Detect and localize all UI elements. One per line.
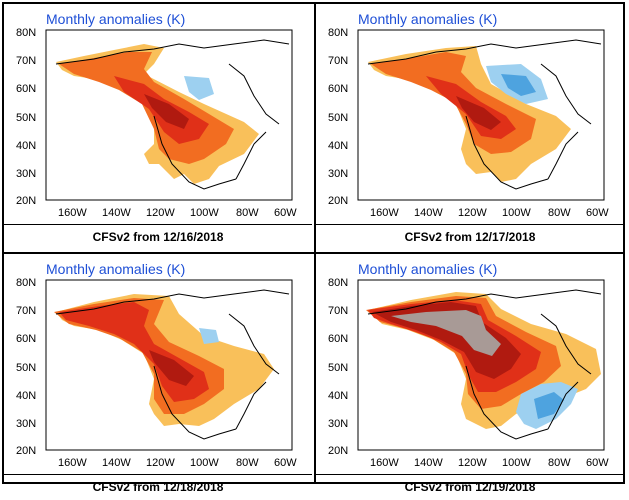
panel-caption: CFSv2 from 12/17/2018 <box>316 224 624 249</box>
lon-label-100w: 100W <box>502 207 531 219</box>
lon-label-160w: 160W <box>58 457 87 469</box>
longitude-tick-labels: 160W 140W 120W 100W 80W 60W <box>370 207 609 219</box>
lat-label-40n: 40N <box>328 140 348 152</box>
lat-label-40n: 40N <box>328 390 348 402</box>
lon-label-140w: 140W <box>414 457 443 469</box>
lat-label-30n: 30N <box>328 168 348 180</box>
lat-label-20n: 20N <box>328 195 348 207</box>
lat-label-70n: 70N <box>328 55 348 67</box>
lon-label-140w: 140W <box>414 207 443 219</box>
panel-caption: CFSv2 from 12/19/2018 <box>316 474 624 499</box>
lat-label-30n: 30N <box>328 418 348 430</box>
panel-title: Monthly anomalies (K) <box>46 261 185 277</box>
panel-12-17: Monthly anomalies (K) 80N 70N 60N 50N 40… <box>316 4 624 250</box>
panel-caption: CFSv2 from 12/18/2018 <box>4 474 312 499</box>
lat-label-80n: 80N <box>16 277 36 289</box>
lon-label-100w: 100W <box>502 457 531 469</box>
lat-label-70n: 70N <box>16 305 36 317</box>
light-blue-region <box>184 76 214 100</box>
dark-red-region <box>456 96 501 130</box>
panel-title: Monthly anomalies (K) <box>358 261 497 277</box>
lat-label-50n: 50N <box>16 362 36 374</box>
latitude-tick-labels: 80N 70N 60N 50N 40N 30N 20N <box>328 27 348 207</box>
longitude-tick-labels: 160W 140W 120W 100W 80W 60W <box>58 207 297 219</box>
lat-label-70n: 70N <box>16 55 36 67</box>
coastline <box>367 289 602 440</box>
lon-label-100w: 100W <box>190 207 219 219</box>
lat-label-30n: 30N <box>16 418 36 430</box>
longitude-tick-labels: 160W 140W 120W 100W 80W 60W <box>370 457 609 469</box>
lon-label-140w: 140W <box>102 207 131 219</box>
panel-title: Monthly anomalies (K) <box>46 11 185 27</box>
lat-label-60n: 60N <box>16 83 36 95</box>
lat-label-30n: 30N <box>16 168 36 180</box>
lon-label-60w: 60W <box>586 457 609 469</box>
lon-label-80w: 80W <box>236 207 259 219</box>
coastline <box>367 39 602 190</box>
panel-title: Monthly anomalies (K) <box>358 11 497 27</box>
lat-label-50n: 50N <box>328 362 348 374</box>
gray-region <box>391 310 501 356</box>
lat-label-80n: 80N <box>16 27 36 39</box>
anomaly-map-12-17: Monthly anomalies (K) 80N 70N 60N 50N 40… <box>328 11 609 219</box>
lat-label-60n: 60N <box>328 333 348 345</box>
anomaly-map-12-16: Monthly anomalies (K) 80N 70N 60N 50N 40… <box>16 11 297 219</box>
panel-12-18: Monthly anomalies (K) 80N 70N 60N 50N 40… <box>4 254 312 500</box>
lon-label-120w: 120W <box>458 457 487 469</box>
lon-label-120w: 120W <box>146 457 175 469</box>
anomaly-map-12-19: Monthly anomalies (K) 80N 70N 60N 50N 40… <box>328 261 609 469</box>
panel-12-19: Monthly anomalies (K) 80N 70N 60N 50N 40… <box>316 254 624 500</box>
lat-label-70n: 70N <box>328 305 348 317</box>
lat-label-60n: 60N <box>328 83 348 95</box>
latitude-tick-labels: 80N 70N 60N 50N 40N 30N 20N <box>328 277 348 457</box>
lon-label-120w: 120W <box>146 207 175 219</box>
lon-label-160w: 160W <box>370 207 399 219</box>
lon-label-60w: 60W <box>274 207 297 219</box>
lat-label-40n: 40N <box>16 390 36 402</box>
blue-region <box>501 74 536 96</box>
lat-label-40n: 40N <box>16 140 36 152</box>
latitude-tick-labels: 80N 70N 60N 50N 40N 30N 20N <box>16 277 36 457</box>
lon-label-160w: 160W <box>58 207 87 219</box>
lon-label-80w: 80W <box>548 207 571 219</box>
panel-caption: CFSv2 from 12/16/2018 <box>4 224 312 249</box>
lat-label-80n: 80N <box>328 27 348 39</box>
dark-red-region <box>149 350 194 386</box>
lat-label-20n: 20N <box>16 445 36 457</box>
dark-red-region <box>144 94 189 129</box>
anomaly-map-12-18: Monthly anomalies (K) 80N 70N 60N 50N 40… <box>16 261 297 469</box>
coastline <box>55 289 290 440</box>
latitude-tick-labels: 80N 70N 60N 50N 40N 30N 20N <box>16 27 36 207</box>
lat-label-60n: 60N <box>16 333 36 345</box>
lon-label-120w: 120W <box>458 207 487 219</box>
light-blue-region <box>199 328 219 344</box>
lat-label-80n: 80N <box>328 277 348 289</box>
blue-region <box>534 392 564 419</box>
figure-frame: Monthly anomalies (K) 80N 70N 60N 50N 40… <box>2 2 625 494</box>
lon-label-100w: 100W <box>190 457 219 469</box>
panel-12-16: Monthly anomalies (K) 80N 70N 60N 50N 40… <box>4 4 312 250</box>
lon-label-80w: 80W <box>548 457 571 469</box>
lat-label-50n: 50N <box>328 112 348 124</box>
lat-label-20n: 20N <box>328 445 348 457</box>
horizontal-divider <box>4 252 623 254</box>
lon-label-160w: 160W <box>370 457 399 469</box>
lon-label-60w: 60W <box>586 207 609 219</box>
vertical-divider <box>314 4 316 482</box>
longitude-tick-labels: 160W 140W 120W 100W 80W 60W <box>58 457 297 469</box>
lon-label-80w: 80W <box>236 457 259 469</box>
lat-label-50n: 50N <box>16 112 36 124</box>
lat-label-20n: 20N <box>16 195 36 207</box>
lon-label-60w: 60W <box>274 457 297 469</box>
coastline <box>55 39 290 190</box>
lon-label-140w: 140W <box>102 457 131 469</box>
